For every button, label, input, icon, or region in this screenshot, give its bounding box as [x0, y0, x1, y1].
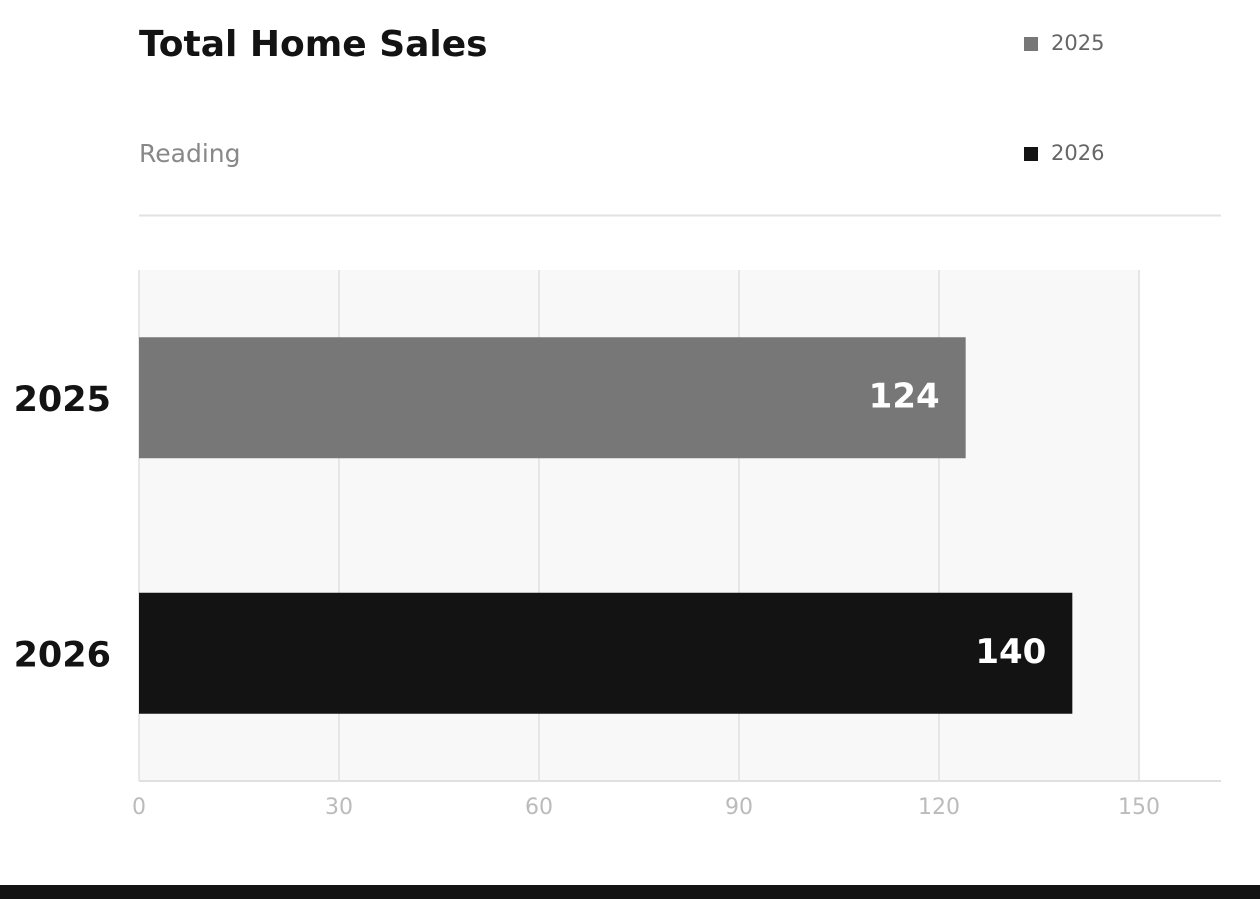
x-tick-label: 60: [525, 795, 553, 820]
x-tick-label: 150: [1118, 795, 1160, 820]
value-label: 140: [975, 632, 1046, 672]
x-tick-label: 90: [725, 795, 753, 820]
legend-label: 2026: [1051, 141, 1104, 165]
x-tick-label: 30: [325, 795, 353, 820]
x-tick-label: 0: [132, 795, 146, 820]
y-tick-label: 2025: [14, 380, 111, 420]
legend-swatch: [1024, 37, 1038, 51]
legend-swatch: [1024, 147, 1038, 161]
bar: [139, 592, 1073, 714]
x-tick-label: 120: [918, 795, 960, 820]
chart-subtitle: Reading: [139, 139, 240, 168]
legend-label: 2025: [1051, 31, 1104, 55]
bar: [139, 337, 966, 459]
y-tick-label: 2026: [14, 635, 111, 675]
chart-title: Total Home Sales: [139, 24, 488, 65]
value-label: 124: [869, 376, 940, 416]
footer-bar: [0, 885, 1260, 899]
